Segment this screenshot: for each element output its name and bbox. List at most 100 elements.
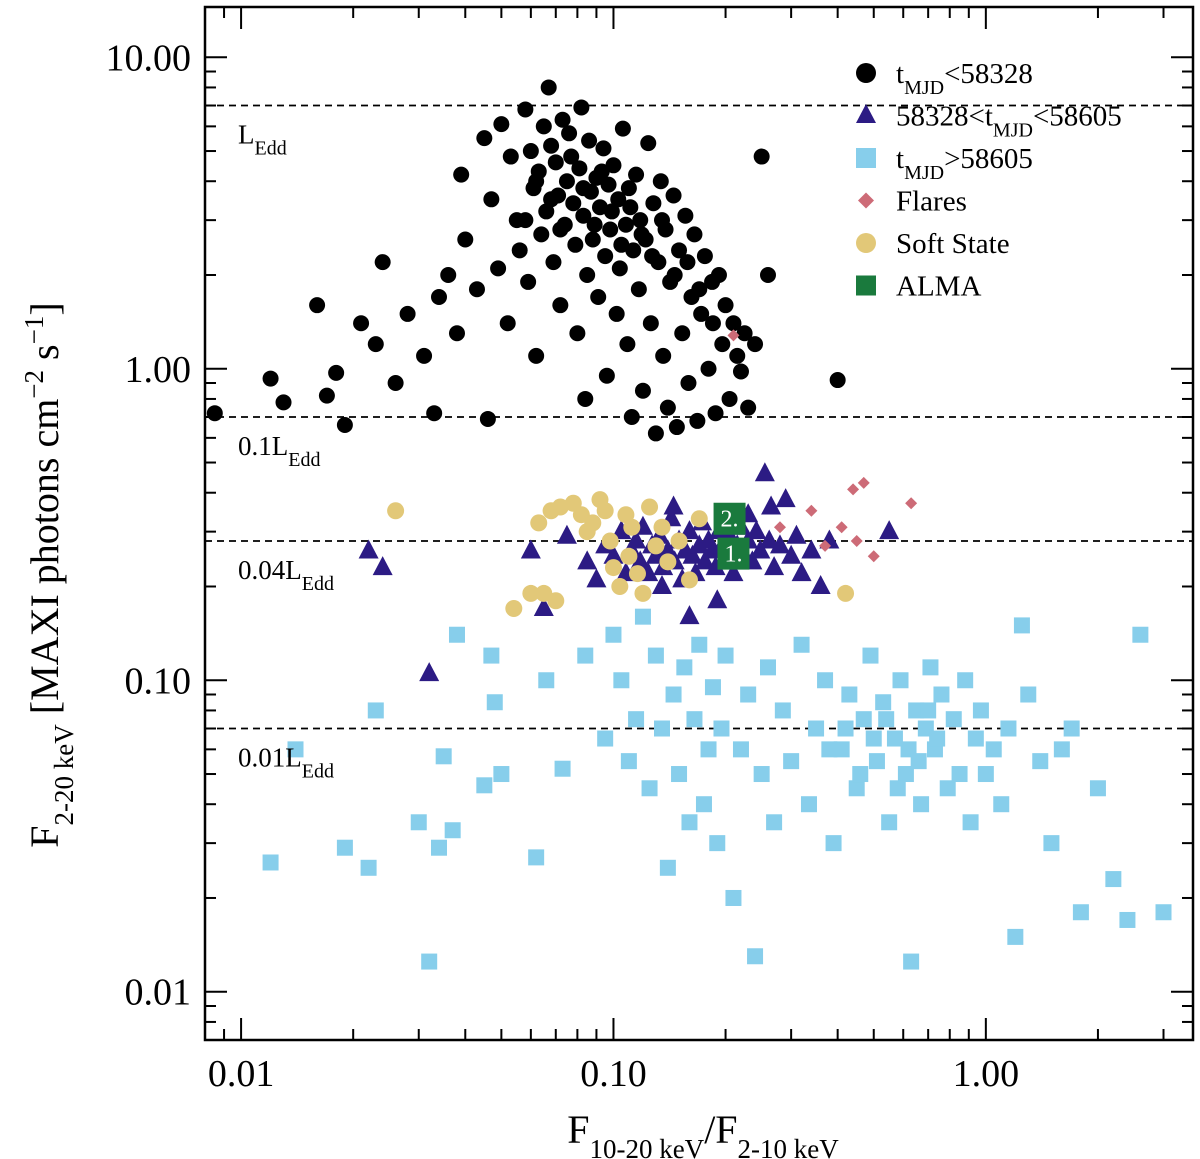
late-point (367, 702, 384, 719)
early-point (602, 221, 619, 238)
early-point (659, 399, 676, 416)
late-point (852, 766, 869, 783)
early-point (490, 260, 507, 277)
reference-line-labels: LEdd 0.1LEdd 0.04LEdd 0.01LEdd (238, 120, 334, 783)
early-point (666, 266, 683, 283)
series-early (206, 79, 846, 442)
late-point (1119, 911, 1136, 928)
alma-point-label: 2. (721, 507, 739, 533)
early-point (309, 297, 326, 314)
early-point (597, 248, 614, 265)
y-axis-label: F2-20 keV [MAXI photons cm−2 s−1] (19, 302, 79, 847)
early-point (448, 325, 465, 342)
soft-point (601, 532, 619, 550)
early-point (547, 154, 564, 171)
late-point (528, 849, 545, 866)
early-point (647, 425, 664, 442)
late-point (939, 780, 956, 797)
late-point (903, 953, 920, 970)
soft-point (620, 547, 638, 565)
mid-point (689, 534, 710, 554)
series-late (262, 608, 1172, 970)
legend-item-mid: 58328<tMJD<58605 (856, 101, 1122, 142)
mid-point (679, 605, 700, 625)
legend-item-early: tMJD<58328 (856, 58, 1033, 99)
late-point (262, 854, 279, 871)
late-point (878, 711, 895, 728)
soft-point (690, 510, 708, 528)
alma-point-label: 1. (724, 542, 742, 568)
soft-point (837, 584, 855, 602)
flares-point (727, 329, 740, 342)
late-point (759, 659, 776, 676)
late-point (1020, 686, 1037, 703)
data-points: 2.1. (206, 79, 1172, 970)
early-point (617, 216, 634, 233)
late-point (691, 636, 708, 653)
x-axis-label: F10-20 keV/F2-10 keV (567, 1107, 839, 1159)
early-point (614, 120, 631, 137)
late-point (855, 711, 872, 728)
late-point (554, 760, 571, 777)
early-point (655, 347, 672, 364)
flares-point (857, 476, 870, 489)
late-point (653, 720, 670, 737)
early-point (689, 412, 706, 429)
early-point (563, 148, 580, 165)
late-point (951, 766, 968, 783)
early-point (714, 336, 731, 353)
soft-point (604, 559, 622, 577)
late-point (922, 659, 939, 676)
late-point (709, 835, 726, 852)
series-soft (387, 491, 855, 617)
early-point (829, 372, 846, 389)
late-point (783, 753, 800, 770)
early-point (700, 360, 717, 377)
late-point (740, 686, 757, 703)
early-point (520, 273, 537, 290)
late-point (671, 766, 688, 783)
legend-marker (858, 192, 874, 209)
early-point (561, 125, 578, 142)
mid-point (764, 556, 785, 576)
mid-point (358, 539, 379, 559)
late-point (933, 686, 950, 703)
early-point (725, 315, 742, 332)
series-mid (358, 462, 900, 682)
early-point (732, 363, 749, 380)
mid-point (586, 568, 607, 588)
late-point (837, 720, 854, 737)
early-point (545, 254, 562, 271)
mid-point (705, 556, 726, 576)
mid-point (694, 550, 715, 570)
x-tick-label: 0.10 (580, 1053, 647, 1095)
late-point (865, 730, 882, 747)
early-point (677, 207, 694, 224)
late-point (493, 766, 510, 783)
legend: tMJD<5832858328<tMJD<58605tMJD>58605Flar… (856, 58, 1122, 303)
late-point (892, 672, 909, 689)
early-point (603, 203, 620, 220)
late-point (605, 626, 622, 643)
early-point (543, 191, 560, 208)
flares-point (850, 534, 863, 547)
late-point (774, 702, 791, 719)
early-point (540, 79, 557, 96)
late-point (1089, 780, 1106, 797)
early-point (729, 347, 746, 364)
legend-label: ALMA (896, 271, 981, 303)
late-point (886, 730, 903, 747)
mid-point (750, 539, 771, 559)
late-point (972, 702, 989, 719)
late-point (920, 702, 937, 719)
mid-point (781, 544, 802, 564)
mid-point (626, 529, 647, 549)
mid-point (419, 662, 440, 682)
early-point (430, 288, 447, 305)
series-flares (727, 329, 918, 563)
tick-labels: 0.01 0.10 1.00 0.01 0.10 1.00 10.00 (106, 37, 1020, 1095)
early-point (262, 370, 279, 387)
late-point (681, 814, 698, 831)
mid-point (801, 539, 822, 559)
early-point (717, 297, 734, 314)
